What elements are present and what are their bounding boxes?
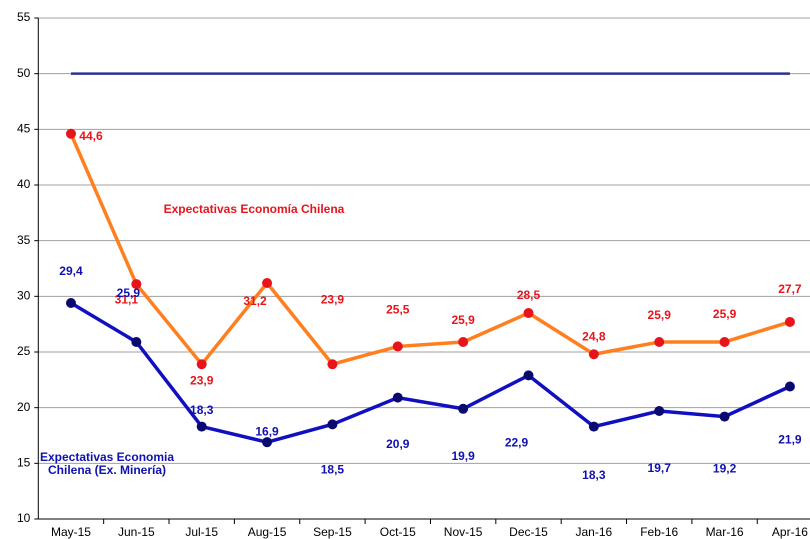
point xyxy=(654,406,665,417)
y-tick-label: 25 xyxy=(17,344,31,358)
y-tick-label: 50 xyxy=(17,66,31,80)
value-label: 18,3 xyxy=(190,403,214,417)
value-label: 22,9 xyxy=(505,436,529,450)
point xyxy=(327,419,338,430)
x-tick-label: Feb-16 xyxy=(640,525,678,539)
point xyxy=(262,277,273,288)
value-label: 24,8 xyxy=(582,329,606,343)
value-label: 27,7 xyxy=(778,282,802,296)
value-label: 25,9 xyxy=(451,313,475,327)
value-label: 19,2 xyxy=(713,462,737,476)
x-tick-label: Jan-16 xyxy=(576,525,613,539)
series-label: Expectativas Economia Chilena (Ex. Miner… xyxy=(39,451,175,477)
series-label-box: Expectativas Economía Chilena xyxy=(163,203,345,216)
value-label: 20,9 xyxy=(386,437,410,451)
y-tick-label: 30 xyxy=(17,289,31,303)
point xyxy=(719,411,730,422)
x-tick-label: Aug-15 xyxy=(248,525,287,539)
x-tick-label: Dec-15 xyxy=(509,525,548,539)
point xyxy=(131,279,142,290)
point xyxy=(392,341,403,352)
y-tick-label: 20 xyxy=(17,400,31,414)
value-label: 25,9 xyxy=(117,286,141,300)
value-label: 18,3 xyxy=(582,468,606,482)
series-line xyxy=(69,133,791,368)
series-label: Expectativas Economía Chilena xyxy=(163,203,345,216)
point xyxy=(784,316,795,327)
y-tick-label: 45 xyxy=(17,122,31,136)
value-label: 21,9 xyxy=(778,433,802,447)
value-label: 31,2 xyxy=(243,294,267,308)
point xyxy=(523,370,534,381)
value-label: 19,7 xyxy=(648,461,672,475)
value-label: 25,9 xyxy=(648,308,672,322)
point xyxy=(65,298,76,309)
y-tick-label: 10 xyxy=(17,511,31,525)
x-tick-label: Sep-15 xyxy=(313,525,352,539)
point xyxy=(458,336,469,347)
value-label: 28,5 xyxy=(517,288,541,302)
x-tick-label: Apr-16 xyxy=(772,525,808,539)
x-tick-label: May-15 xyxy=(51,525,91,539)
point xyxy=(196,359,207,370)
value-label: 19,9 xyxy=(451,449,475,463)
value-label: 23,9 xyxy=(321,292,345,306)
value-label: 18,5 xyxy=(321,463,345,477)
x-tick-label: Nov-15 xyxy=(444,525,483,539)
value-label: 29,4 xyxy=(59,264,83,278)
point xyxy=(588,421,599,432)
x-tick-label: Oct-15 xyxy=(380,525,416,539)
point xyxy=(719,336,730,347)
series-label-box: Expectativas Economia Chilena (Ex. Miner… xyxy=(39,451,175,477)
y-tick-label: 40 xyxy=(17,177,31,191)
point xyxy=(654,336,665,347)
series-line xyxy=(70,301,791,444)
point xyxy=(588,349,599,360)
y-tick-label: 15 xyxy=(17,456,31,470)
x-tick-label: Jun-15 xyxy=(118,525,155,539)
point xyxy=(784,381,795,392)
value-label: 16,9 xyxy=(255,424,279,438)
point xyxy=(392,392,403,403)
point xyxy=(131,336,142,347)
point xyxy=(262,437,273,448)
point xyxy=(523,308,534,319)
x-tick-label: Jul-15 xyxy=(185,525,218,539)
point xyxy=(65,128,76,139)
x-tick-label: Mar-16 xyxy=(706,525,744,539)
y-tick-label: 35 xyxy=(17,233,31,247)
point xyxy=(327,359,338,370)
value-label: 44,6 xyxy=(79,129,103,143)
point xyxy=(196,421,207,432)
value-label: 31,1 xyxy=(115,292,139,306)
value-label: 25,5 xyxy=(386,303,410,317)
y-tick-label: 55 xyxy=(17,10,31,24)
value-label: 25,9 xyxy=(713,307,737,321)
value-label: 23,9 xyxy=(190,373,214,387)
point xyxy=(458,403,469,414)
